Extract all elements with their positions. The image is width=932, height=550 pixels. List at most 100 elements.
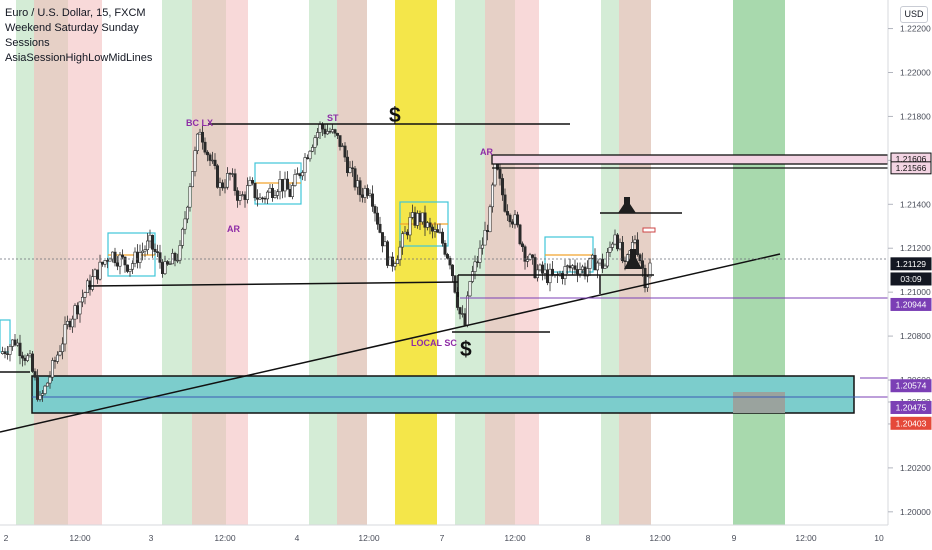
candle: [263, 196, 267, 204]
candle: [285, 171, 289, 190]
candle: [570, 264, 574, 276]
candle: [156, 244, 160, 258]
candle: [216, 163, 220, 189]
candle: [535, 264, 539, 282]
candle: [435, 224, 439, 233]
candle: [81, 289, 85, 308]
y-tick: 1.21200: [888, 243, 931, 253]
demand-zone[interactable]: [31, 375, 860, 414]
candle: [25, 353, 29, 363]
price-label: 1.20475: [890, 400, 932, 414]
indicator-sessions[interactable]: Sessions: [5, 37, 50, 49]
candle: [38, 391, 42, 402]
candle: [478, 240, 482, 269]
candle: [280, 179, 284, 199]
y-tick-label: 1.21000: [900, 287, 931, 297]
candle: [448, 255, 452, 270]
indicator-asia-lines[interactable]: AsiaSessionHighLowMidLines: [5, 52, 153, 64]
x-tick-label: 4: [295, 533, 300, 543]
candle: [93, 268, 97, 278]
y-tick: 1.21800: [888, 111, 931, 121]
candle: [233, 168, 237, 196]
candle: [480, 237, 484, 255]
annotations: BC LX ST $ AR AR LOCAL SC $: [186, 104, 493, 361]
candle: [508, 213, 512, 228]
candle: [55, 351, 59, 364]
candle: [196, 133, 200, 155]
candle: [373, 204, 377, 222]
candle: [293, 169, 297, 187]
candle: [270, 184, 274, 202]
candle: [11, 339, 15, 351]
chart-legend: Euro / U.S. Dollar, 15, FXCM Weekend Sat…: [5, 6, 152, 66]
candle: [6, 346, 10, 360]
candle: [608, 241, 612, 258]
annotation-ar-1: AR: [227, 224, 240, 234]
candle: [575, 262, 579, 283]
candle: [490, 182, 494, 213]
candle: [131, 260, 135, 274]
candle: [393, 261, 397, 271]
candle: [520, 241, 524, 252]
candle: [505, 204, 509, 222]
price-label-text: 1.20944: [896, 299, 927, 309]
currency-button[interactable]: USD: [900, 6, 928, 23]
annotation-ar-2: AR: [480, 147, 493, 157]
candle: [111, 251, 115, 263]
candle: [268, 183, 272, 193]
time-axis[interactable]: 2 12:00 3 12:00 4 12:00 7 12:00 8 12:00 9 12:00 10: [4, 533, 884, 543]
price-label: 1.20403: [890, 416, 932, 430]
candle: [191, 171, 195, 188]
candle: [565, 264, 569, 275]
annotation-dollar-bottom: $: [460, 338, 472, 361]
annotation-bclx: BC LX: [186, 118, 213, 128]
candle: [458, 306, 462, 320]
candle: [136, 244, 140, 269]
candle: [50, 357, 54, 382]
candle: [428, 217, 432, 235]
candle: [283, 171, 287, 198]
candle: [313, 134, 317, 155]
candle: [518, 223, 522, 246]
candle: [168, 261, 172, 265]
candle: [600, 253, 604, 274]
indicator-weekend[interactable]: Weekend Saturday Sunday: [5, 22, 139, 34]
price-label: 03:09: [890, 272, 932, 286]
y-tick: 1.22000: [888, 67, 931, 77]
candle: [343, 142, 347, 162]
price-label-text: 1.20475: [896, 402, 927, 412]
candle: [620, 235, 624, 264]
candle: [251, 177, 255, 186]
candle: [275, 189, 279, 200]
session-bands: [16, 0, 785, 525]
candle: [610, 241, 614, 251]
candle: [523, 244, 527, 270]
candle: [258, 193, 262, 200]
price-label-text: 03:09: [900, 274, 922, 284]
candle: [358, 177, 362, 202]
candle: [483, 221, 487, 246]
candle: [308, 149, 312, 162]
candle: [503, 188, 507, 213]
price-label-text: 1.21566: [896, 163, 927, 173]
candle: [350, 160, 354, 177]
structure-lines[interactable]: [0, 123, 781, 433]
candle-series: [0, 121, 652, 402]
candle: [543, 262, 547, 280]
candle: [585, 260, 589, 283]
candle: [315, 127, 319, 146]
candle: [540, 261, 544, 281]
flask-icon: [618, 197, 642, 269]
candle: [430, 224, 434, 239]
candle: [515, 211, 519, 228]
annotation-st: ST: [327, 113, 339, 123]
symbol-title[interactable]: Euro / U.S. Dollar, 15, FXCM: [5, 7, 146, 19]
candle: [158, 244, 162, 269]
candle: [385, 240, 389, 269]
purple-levels[interactable]: [460, 154, 889, 398]
candle: [465, 291, 469, 328]
candle: [563, 259, 567, 286]
candle: [253, 182, 257, 201]
